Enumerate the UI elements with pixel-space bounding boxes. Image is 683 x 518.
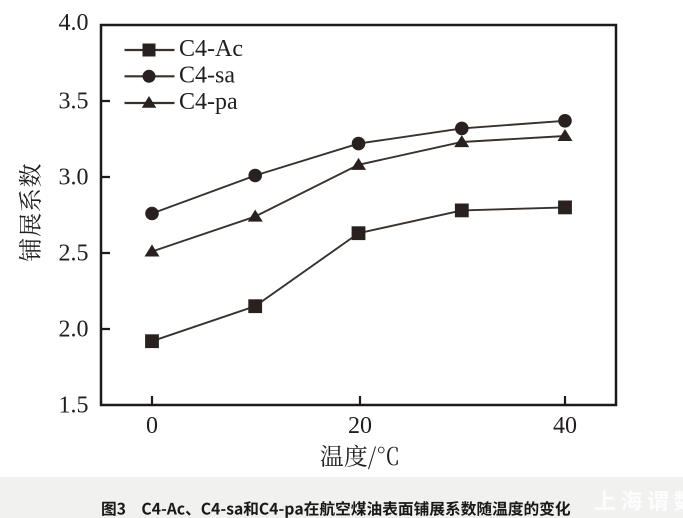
- svg-text:20: 20: [348, 413, 372, 439]
- svg-text:3.5: 3.5: [59, 89, 89, 115]
- svg-text:2.0: 2.0: [59, 317, 89, 343]
- svg-text:40: 40: [553, 413, 577, 439]
- svg-text:3.0: 3.0: [59, 165, 89, 191]
- svg-text:C4-sa: C4-sa: [179, 62, 235, 88]
- svg-text:1.5: 1.5: [59, 393, 89, 419]
- svg-text:C4-pa: C4-pa: [179, 89, 238, 115]
- svg-text:4.0: 4.0: [59, 10, 89, 36]
- svg-text:2.5: 2.5: [59, 241, 89, 267]
- svg-text:C4-Ac: C4-Ac: [179, 36, 243, 62]
- svg-text:0: 0: [146, 413, 158, 439]
